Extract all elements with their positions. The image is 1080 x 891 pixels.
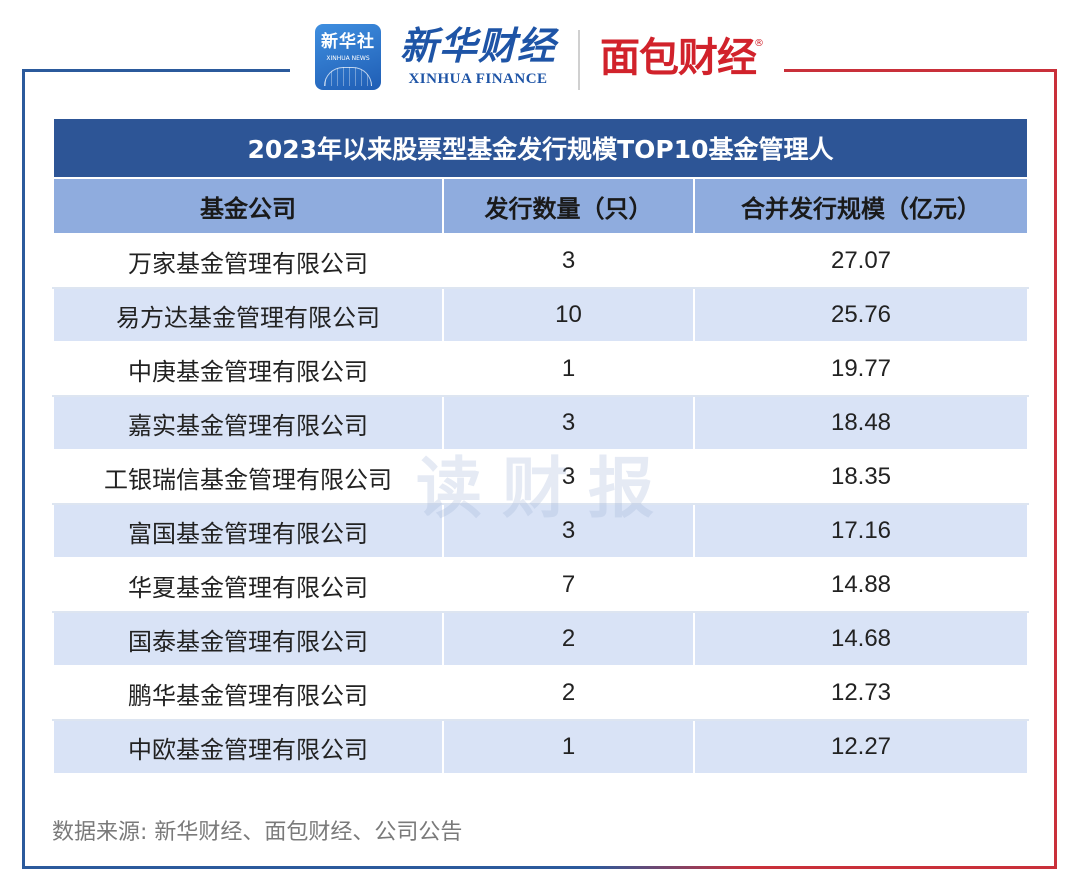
- cell-count: 3: [442, 449, 695, 505]
- cell-company: 中欧基金管理有限公司: [52, 719, 444, 775]
- column-header-company: 基金公司: [52, 177, 444, 235]
- cell-company: 易方达基金管理有限公司: [52, 287, 444, 343]
- logo-divider: [578, 30, 580, 90]
- frame-line-bottom: [22, 866, 1057, 869]
- cell-scale: 14.68: [692, 611, 1030, 667]
- globe-icon: [324, 67, 372, 86]
- table-row: 华夏基金管理有限公司 7 14.88: [52, 557, 1030, 613]
- table-row: 易方达基金管理有限公司 10 25.76: [52, 287, 1030, 343]
- cell-count: 1: [442, 719, 695, 775]
- cell-count: 1: [442, 341, 695, 397]
- cell-scale: 25.76: [692, 287, 1030, 343]
- table-title: 2023年以来股票型基金发行规模TOP10基金管理人: [51, 117, 1030, 179]
- cell-count: 3: [442, 503, 695, 559]
- cell-scale: 14.88: [692, 557, 1030, 613]
- table-row: 国泰基金管理有限公司 2 14.68: [52, 611, 1030, 667]
- xinhua-news-logo: 新华社 XINHUA NEWS: [315, 24, 381, 90]
- table-row: 工银瑞信基金管理有限公司 3 18.35: [52, 449, 1030, 505]
- cell-company: 国泰基金管理有限公司: [52, 611, 444, 667]
- cell-count: 2: [442, 665, 695, 721]
- cell-company: 工银瑞信基金管理有限公司: [52, 449, 444, 505]
- frame-line-left: [22, 69, 25, 869]
- xinhua-finance-logo: 新华财经 XINHUA FINANCE: [398, 22, 558, 94]
- cell-company: 富国基金管理有限公司: [52, 503, 444, 559]
- cell-company: 万家基金管理有限公司: [52, 233, 444, 289]
- registered-mark: ®: [754, 38, 764, 49]
- cell-scale: 12.73: [692, 665, 1030, 721]
- xinhua-finance-en: XINHUA FINANCE: [408, 71, 548, 87]
- mianbao-finance-logo: 面包财经 ®: [600, 30, 770, 86]
- xinhua-logo-cn: 新华社: [321, 32, 375, 52]
- xinhua-logo-en: XINHUA NEWS: [326, 55, 370, 62]
- table-row: 中欧基金管理有限公司 1 12.27: [52, 719, 1030, 775]
- cell-company: 华夏基金管理有限公司: [52, 557, 444, 613]
- cell-count: 2: [442, 611, 695, 667]
- cell-company: 鹏华基金管理有限公司: [52, 665, 444, 721]
- cell-scale: 27.07: [692, 233, 1030, 289]
- xinhua-finance-cn: 新华财经: [399, 23, 556, 68]
- cell-scale: 18.35: [692, 449, 1030, 505]
- source-note: 数据来源: 新华财经、面包财经、公司公告: [52, 820, 463, 845]
- table-row: 嘉实基金管理有限公司 3 18.48: [52, 395, 1030, 451]
- cell-company: 嘉实基金管理有限公司: [52, 395, 444, 451]
- cell-scale: 12.27: [692, 719, 1030, 775]
- table-row: 鹏华基金管理有限公司 2 12.73: [52, 665, 1030, 721]
- mianbao-brand-text: 面包财经: [600, 35, 757, 81]
- cell-count: 3: [442, 233, 695, 289]
- table-row: 万家基金管理有限公司 3 27.07: [52, 233, 1030, 289]
- frame-line-right: [1054, 69, 1057, 869]
- column-header-scale: 合并发行规模（亿元）: [692, 177, 1030, 235]
- cell-count: 3: [442, 395, 695, 451]
- table-row: 中庚基金管理有限公司 1 19.77: [52, 341, 1030, 397]
- cell-count: 7: [442, 557, 695, 613]
- fund-manager-table: 2023年以来股票型基金发行规模TOP10基金管理人 基金公司 发行数量（只） …: [51, 117, 1030, 775]
- frame-line-top-right: [784, 69, 1057, 72]
- column-header-count: 发行数量（只）: [442, 177, 695, 235]
- cell-scale: 19.77: [692, 341, 1030, 397]
- cell-count: 10: [442, 287, 695, 343]
- table-row: 富国基金管理有限公司 3 17.16: [52, 503, 1030, 559]
- cell-scale: 17.16: [692, 503, 1030, 559]
- cell-scale: 18.48: [692, 395, 1030, 451]
- frame-line-top-left: [22, 69, 290, 72]
- cell-company: 中庚基金管理有限公司: [52, 341, 444, 397]
